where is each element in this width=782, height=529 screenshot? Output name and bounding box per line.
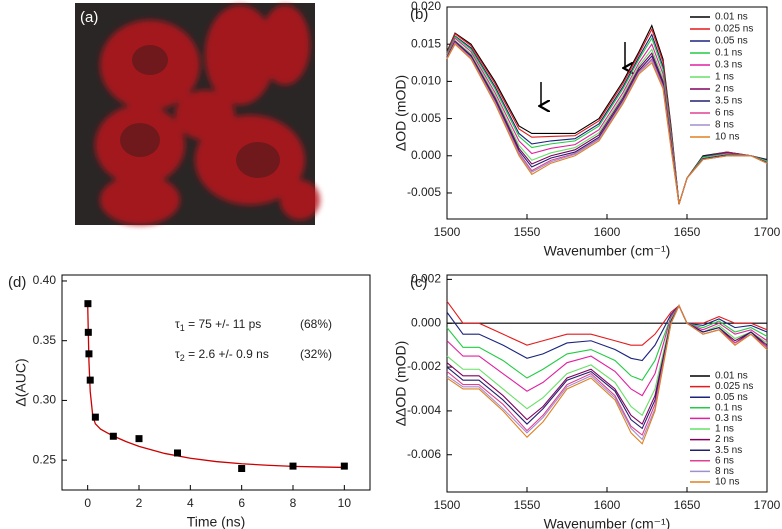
point xyxy=(174,449,181,457)
annotation: τ2 = 2.6 +/- 0.9 ns xyxy=(175,347,269,363)
legend-label: 0.1 ns xyxy=(715,402,742,413)
y-tick-label: -0.002 xyxy=(407,359,441,373)
point xyxy=(91,413,99,421)
y-tick-label: -0.006 xyxy=(407,447,441,461)
series-line xyxy=(446,304,768,397)
annotation-subscript: 2 xyxy=(180,353,185,363)
x-tick-label: 1600 xyxy=(594,498,621,512)
series-line xyxy=(446,304,768,362)
point xyxy=(340,462,348,470)
annotation-share: (68%) xyxy=(300,317,332,331)
y-tick-label: 0.40 xyxy=(33,273,57,287)
legend-label: 1 ns xyxy=(715,72,734,83)
annotation: τ1 = 75 +/- 11 ps xyxy=(175,317,261,333)
y-tick-label: 0.002 xyxy=(411,272,441,286)
legend-label: 0.1 ns xyxy=(715,48,742,59)
series-line xyxy=(446,300,768,346)
annotation-subscript: 1 xyxy=(180,323,185,333)
point xyxy=(84,300,92,308)
x-tick-label: 1700 xyxy=(754,225,781,239)
series-line xyxy=(446,304,768,430)
x-tick-label: 1550 xyxy=(514,498,541,512)
x-tick-label: 1550 xyxy=(514,225,541,239)
x-tick-label: 2 xyxy=(136,496,143,510)
annotation-share: (32%) xyxy=(300,347,332,361)
legend-label: 0.025 ns xyxy=(715,24,753,35)
plot-frame xyxy=(61,274,371,491)
legend-label: 2 ns xyxy=(715,434,734,445)
annotation-symbol: τ xyxy=(175,347,180,361)
panel-label: (a) xyxy=(80,9,98,26)
legend-label: 0.01 ns xyxy=(715,12,748,23)
fit-line xyxy=(87,303,345,469)
y-axis-label: ΔΔOD (mOD) xyxy=(393,341,409,427)
x-axis-label: Wavenumber (cm⁻¹) xyxy=(544,243,671,259)
point xyxy=(289,462,297,470)
y-tick-label: 0.35 xyxy=(33,333,57,347)
legend-label: 3.5 ns xyxy=(715,445,742,456)
series-line xyxy=(446,43,768,205)
legend-label: 0.05 ns xyxy=(715,36,748,47)
legend-label: 0.05 ns xyxy=(715,392,748,403)
x-tick-label: 8 xyxy=(290,496,297,510)
y-tick-label: 0.010 xyxy=(411,74,441,88)
annotation-text: = 75 +/- 11 ps xyxy=(185,317,262,331)
point xyxy=(135,435,143,443)
x-tick-label: 1500 xyxy=(434,225,461,239)
x-tick-label: 1500 xyxy=(434,498,461,512)
legend-label: 0.01 ns xyxy=(715,371,748,382)
panel-label: (b) xyxy=(410,6,428,23)
point xyxy=(84,328,92,336)
series-line xyxy=(446,304,768,445)
y-tick-label: 0.25 xyxy=(33,452,57,466)
panel-label: (d) xyxy=(8,274,26,291)
legend-label: 6 ns xyxy=(715,455,734,466)
series-line xyxy=(446,304,768,381)
panel-label: (c) xyxy=(410,274,428,291)
x-axis-label: Wavenumber (cm⁻¹) xyxy=(544,516,671,529)
y-tick-label: 0.005 xyxy=(411,111,441,125)
y-tick-label: 0.000 xyxy=(411,148,441,162)
x-tick-label: 10 xyxy=(338,496,352,510)
annotation-symbol: τ xyxy=(175,317,180,331)
y-tick-label: 0.015 xyxy=(411,36,441,50)
micrograph xyxy=(75,3,320,225)
y-tick-label: 0.020 xyxy=(411,0,441,13)
legend-label: 8 ns xyxy=(715,120,734,131)
legend-label: 0.3 ns xyxy=(715,413,742,424)
point xyxy=(85,350,93,358)
y-tick-label: -0.005 xyxy=(407,185,441,199)
x-tick-label: 1650 xyxy=(674,498,701,512)
legend-label: 8 ns xyxy=(715,466,734,477)
y-axis-label: ΔOD (mOD) xyxy=(393,75,409,151)
legend-label: 0.025 ns xyxy=(715,381,753,392)
legend-label: 1 ns xyxy=(715,424,734,435)
x-tick-label: 4 xyxy=(187,496,194,510)
x-tick-label: 6 xyxy=(238,496,245,510)
y-tick-label: -0.004 xyxy=(407,403,441,417)
legend-label: 10 ns xyxy=(715,477,739,488)
series-line xyxy=(446,304,768,417)
point xyxy=(238,465,246,472)
y-tick-label: 0.000 xyxy=(411,315,441,329)
y-tick-label: 0.30 xyxy=(33,393,57,407)
x-axis-label: Time (ns) xyxy=(187,514,246,529)
point xyxy=(109,432,117,440)
legend-label: 10 ns xyxy=(715,132,739,143)
legend-label: 0.3 ns xyxy=(715,60,742,71)
annotation-text: = 2.6 +/- 0.9 ns xyxy=(185,347,269,361)
legend-label: 6 ns xyxy=(715,108,734,119)
x-tick-label: 1600 xyxy=(594,225,621,239)
x-tick-label: 0 xyxy=(84,496,91,510)
legend-label: 3.5 ns xyxy=(715,96,742,107)
x-tick-label: 1650 xyxy=(674,225,701,239)
legend-label: 2 ns xyxy=(715,84,734,95)
y-axis-label: Δ(AUC) xyxy=(13,358,29,406)
point xyxy=(86,376,94,384)
x-tick-label: 1700 xyxy=(754,498,781,512)
